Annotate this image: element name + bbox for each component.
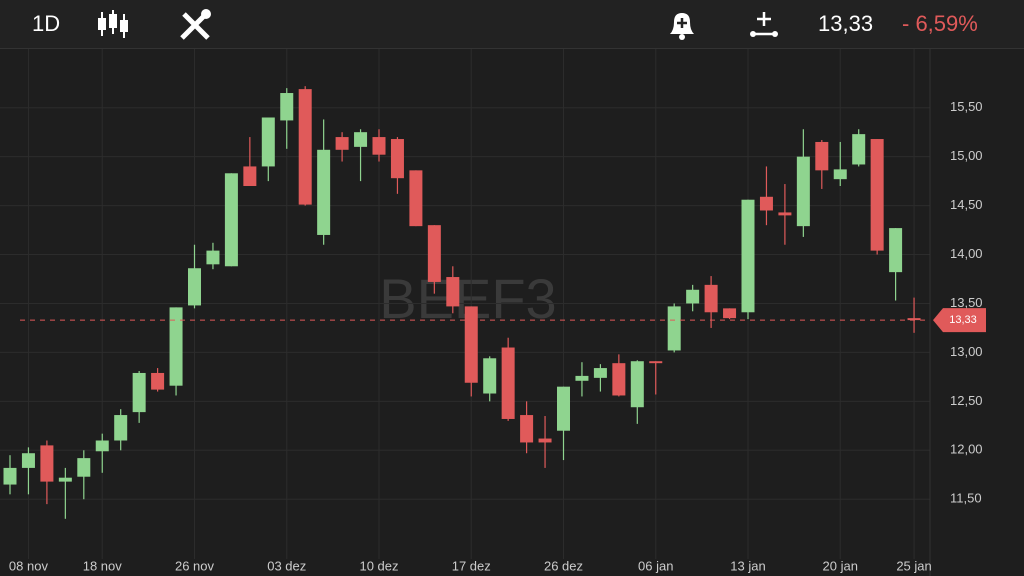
add-indicator-icon[interactable] (748, 10, 780, 40)
candle-body (58, 477, 72, 482)
x-tick-label: 26 dez (544, 558, 583, 573)
last-price-tag (933, 308, 986, 333)
candle-body (335, 137, 349, 150)
x-tick-label: 18 nov (83, 558, 123, 573)
candle-body (188, 268, 201, 306)
candle-body (169, 307, 183, 386)
candle-body (815, 141, 829, 171)
x-tick-label: 08 nov (9, 558, 49, 573)
alert-icon[interactable] (666, 8, 698, 42)
y-tick-label: 11,50 (950, 491, 982, 506)
candle-body (151, 372, 165, 390)
x-tick-label: 03 dez (267, 558, 306, 573)
candle-body (796, 156, 810, 227)
candle-body (206, 250, 220, 265)
y-tick-label: 14,00 (950, 246, 983, 261)
candle-body (852, 134, 866, 165)
candle-body (704, 284, 718, 313)
candle-body (3, 467, 17, 485)
candle-body (446, 277, 460, 307)
candle-body (280, 93, 294, 121)
candle-body (77, 458, 91, 477)
candle-body (667, 306, 681, 351)
last-price: 13,33 (818, 11, 874, 36)
y-tick-label: 12,50 (950, 393, 983, 408)
candle-body (501, 347, 515, 419)
x-tick-label: 20 jan (823, 558, 858, 573)
candle-body (907, 318, 921, 321)
candle-body (612, 363, 626, 396)
candle-body (759, 196, 773, 211)
candles-icon[interactable] (96, 8, 130, 40)
candle-body (354, 132, 368, 147)
candle-body (21, 453, 35, 468)
candle-body (778, 212, 792, 216)
x-tick-label: 26 nov (175, 558, 215, 573)
y-tick-label: 15,00 (950, 148, 983, 163)
candle-body (114, 415, 128, 441)
candle-body (40, 445, 54, 482)
candle-body (833, 169, 847, 180)
candle-body (889, 228, 903, 273)
candle-body (870, 139, 884, 251)
x-tick-label: 10 dez (359, 558, 398, 573)
candle-body (538, 438, 552, 443)
y-tick-label: 13,50 (950, 295, 983, 310)
y-tick-label: 15,50 (950, 99, 983, 114)
toolbar: 1D 13,33 - 6,59% (0, 0, 1024, 49)
candle-body (686, 289, 700, 304)
candle-body (464, 306, 478, 383)
x-tick-label: 25 jan (896, 558, 931, 573)
candle-body (557, 386, 570, 431)
candle-body (243, 166, 257, 187)
candle-body (723, 308, 737, 319)
candle-body (372, 137, 386, 155)
candle-body (649, 361, 663, 364)
chart: BEEF3 11,5012,0012,5013,0013,5014,0014,5… (0, 49, 986, 576)
candle-body (575, 375, 589, 381)
candle-body (317, 149, 331, 235)
candle-body (298, 89, 312, 205)
candle-body (427, 225, 441, 282)
candle-body (741, 199, 755, 313)
price-change: - 6,59% (902, 11, 978, 36)
x-tick-label: 06 jan (638, 558, 673, 573)
candle-body (593, 368, 607, 378)
last-price-label: 13,33 (949, 314, 977, 326)
x-tick-label: 13 jan (730, 558, 765, 573)
tools-icon[interactable] (178, 8, 212, 42)
x-tick-label: 17 dez (452, 558, 491, 573)
y-tick-label: 13,00 (950, 344, 983, 359)
candle-body (261, 117, 275, 167)
y-tick-label: 14,50 (950, 197, 983, 212)
candle-body (390, 139, 404, 179)
y-tick-label: 12,00 (950, 442, 983, 457)
candle-body (95, 440, 109, 452)
candle-body (409, 170, 423, 227)
candle-body (520, 415, 534, 443)
candle-body (483, 358, 497, 394)
candle-body (224, 173, 238, 267)
interval-button[interactable]: 1D (32, 11, 61, 36)
candle-body (630, 361, 644, 408)
candle-body (132, 372, 146, 413)
